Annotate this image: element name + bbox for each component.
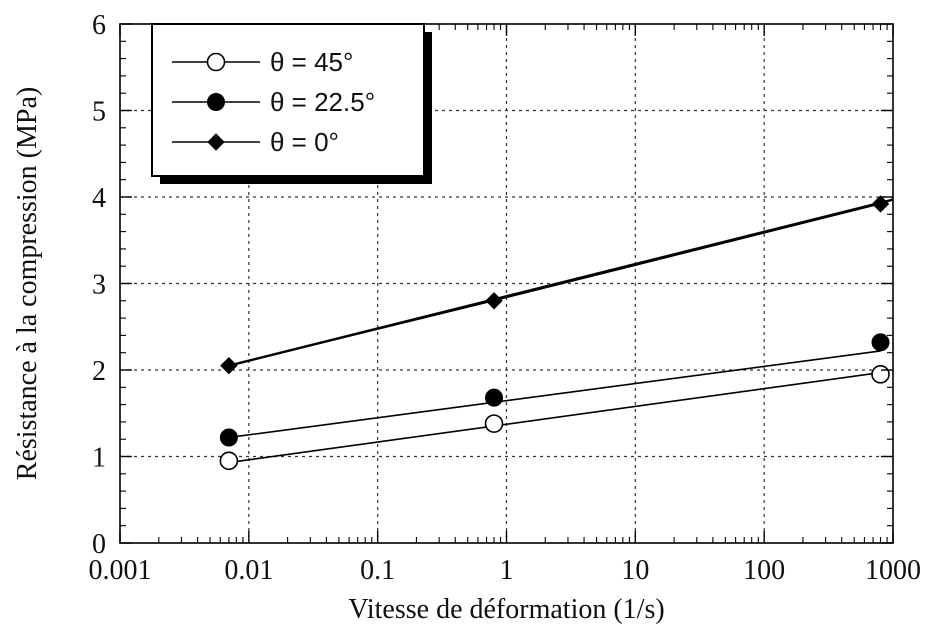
x-tick-label: 0.001 <box>89 555 152 586</box>
x-tick-label: 0.1 <box>360 555 395 586</box>
legend-marker <box>206 52 226 72</box>
y-tick-label: 0 <box>92 529 106 560</box>
data-point <box>220 356 238 375</box>
legend: θ = 45° θ = 22.5° θ = 0° <box>151 23 432 184</box>
y-tick-label: 2 <box>92 356 106 387</box>
data-point <box>219 428 238 447</box>
legend-marker <box>207 93 225 111</box>
legend-entry-label: θ = 22.5° <box>270 87 375 117</box>
legend-box <box>151 23 425 177</box>
data-point <box>219 451 239 471</box>
x-tick-label: 1 <box>500 555 514 586</box>
fit-lines-layer <box>228 198 894 464</box>
x-tick-label: 1000 <box>865 555 921 586</box>
y-tick-label: 4 <box>92 183 106 214</box>
data-point <box>484 414 504 433</box>
x-axis-label: Vitesse de déformation (1/s) <box>348 594 664 625</box>
x-tick-label: 0.01 <box>224 555 273 586</box>
grid-layer <box>120 24 893 543</box>
tick-labels-layer: 0.001 0.01 0.1 1 10 100 1000 0 1 2 3 4 5 6 <box>89 10 922 586</box>
legend-entry-label: θ = 45° <box>270 47 353 77</box>
data-point <box>871 195 890 213</box>
legend-marker <box>207 133 225 151</box>
y-axis-label: Résistance à la compression (MPa) <box>12 87 43 480</box>
y-tick-label: 3 <box>92 270 106 301</box>
data-point <box>485 388 504 407</box>
y-tick-label: 6 <box>92 10 106 41</box>
data-point <box>871 365 890 384</box>
y-tick-label: 5 <box>92 97 106 128</box>
series-fit-line <box>228 371 881 464</box>
data-point <box>485 292 503 310</box>
x-tick-label: 100 <box>743 555 785 586</box>
markers-layer <box>219 195 890 471</box>
legend-entry-label: θ = 0° <box>270 127 339 157</box>
series-fit-line <box>228 350 881 439</box>
x-tick-label: 10 <box>621 555 649 586</box>
y-tick-label: 1 <box>92 443 106 474</box>
data-point <box>871 333 890 352</box>
